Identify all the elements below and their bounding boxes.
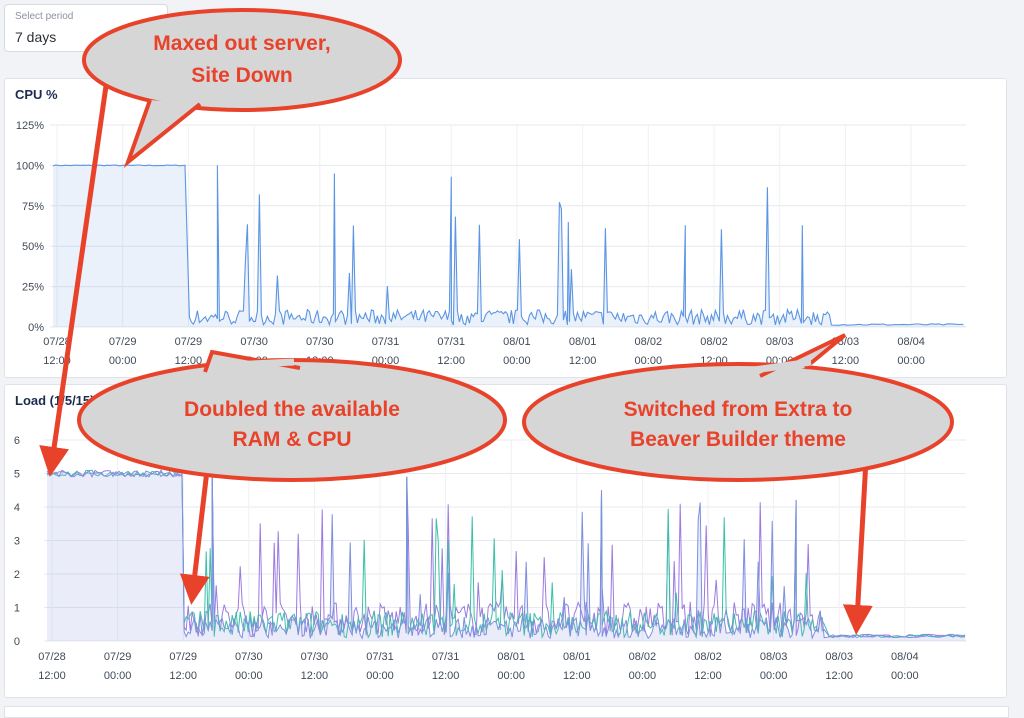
x-tick-label: 00:00 [366,670,394,682]
x-tick-label: 07/28 [38,651,66,663]
callout-text: Site Down [191,64,293,87]
x-tick-label: 12:00 [569,355,597,367]
x-tick-label: 00:00 [497,670,525,682]
y-tick-label: 4 [14,502,20,514]
x-tick-label: 08/01 [563,651,591,663]
x-tick-label: 00:00 [629,670,657,682]
callout-text: Beaver Builder theme [630,428,846,451]
x-tick-label: 00:00 [235,670,263,682]
x-tick-label: 07/31 [372,336,400,348]
y-tick-label: 0% [28,322,44,334]
x-tick-label: 12:00 [175,355,203,367]
y-tick-label: 6 [14,435,20,447]
x-tick-label: 08/04 [891,651,919,663]
x-tick-label: 08/03 [766,336,794,348]
y-tick-label: 3 [14,536,20,548]
period-select-label: Select period [15,11,74,22]
y-tick-label: 25% [22,282,44,294]
callout-text: Doubled the available [184,398,400,421]
x-tick-label: 08/03 [825,651,853,663]
callout-2: Doubled the available RAM & CPU [77,349,507,605]
y-tick-label: 1 [14,603,20,615]
cpu-chart: 0% 25% 50% 75% 100% 125% 07/28 12:00 07/29 00:00 0… [16,120,966,367]
callout-arrow [39,85,109,477]
x-tick-label: 00:00 [503,355,531,367]
cpu-line [52,164,964,327]
x-tick-label: 07/30 [301,651,329,663]
x-tick-label: 07/29 [104,651,132,663]
x-tick-label: 08/04 [897,336,925,348]
y-tick-label: 0 [14,636,20,648]
callout-1: Maxed out server, Site Down [39,8,402,477]
x-tick-label: 07/31 [432,651,460,663]
x-tick-label: 12:00 [437,355,465,367]
x-tick-label: 08/02 [629,651,657,663]
x-tick-label: 07/31 [366,651,394,663]
annotations: Maxed out server, Site Down Doubled the av… [39,8,954,635]
x-tick-label: 12:00 [432,670,460,682]
callout-arrow [842,459,873,635]
x-tick-label: 00:00 [109,355,137,367]
x-tick-label: 08/01 [497,651,525,663]
x-tick-label: 07/31 [437,336,465,348]
period-select-value: 7 days [15,29,57,45]
callout-text: Switched from Extra to [624,398,853,421]
load-15-line [46,469,966,640]
y-tick-label: 125% [16,120,44,132]
x-tick-label: 07/30 [235,651,263,663]
x-tick-label: 12:00 [825,670,853,682]
x-tick-label: 08/02 [700,336,728,348]
x-tick-label: 12:00 [832,355,860,367]
callout-3: Switched from Extra to Beaver Builder the… [522,333,954,635]
x-tick-label: 07/29 [169,651,197,663]
callout-text: Maxed out server, [153,32,330,55]
x-tick-label: 07/29 [175,336,203,348]
callout-bubble [522,362,954,482]
x-tick-label: 12:00 [694,670,722,682]
x-tick-label: 07/29 [109,336,137,348]
y-tick-label: 5 [14,469,20,481]
x-tick-label: 08/03 [760,651,788,663]
cpu-chart-title: CPU % [15,87,58,102]
load-1-line [46,469,966,639]
x-tick-label: 00:00 [635,355,663,367]
x-tick-label: 08/02 [635,336,663,348]
y-tick-label: 2 [14,569,20,581]
load-5-line [46,469,966,640]
callout-bubble [82,8,402,112]
callout-tail [123,99,202,168]
x-tick-label: 07/30 [240,336,268,348]
load-chart-title: Load (1/5/15) [15,393,95,408]
y-tick-label: 100% [16,160,44,172]
x-tick-label: 07/28 [43,336,71,348]
y-tick-label: 50% [22,241,44,253]
callout-arrow [179,461,211,605]
x-tick-label: 00:00 [760,670,788,682]
y-tick-label: 75% [22,201,44,213]
x-tick-label: 00:00 [891,670,919,682]
x-tick-label: 08/02 [694,651,722,663]
callout-text: RAM & CPU [233,428,352,451]
x-tick-label: 08/01 [503,336,531,348]
x-tick-label: 00:00 [897,355,925,367]
load-area-fill [47,470,966,641]
cpu-area-fill [53,165,966,327]
x-tick-label: 12:00 [169,670,197,682]
load-chart: 0 1 2 3 4 5 6 07/28 12:00 07/29 00:00 07/29 12:00 07/… [14,435,966,682]
x-tick-label: 00:00 [104,670,132,682]
x-tick-label: 12:00 [38,670,66,682]
x-tick-label: 08/01 [569,336,597,348]
x-tick-label: 07/30 [306,336,334,348]
x-tick-label: 12:00 [301,670,329,682]
x-tick-label: 12:00 [563,670,591,682]
